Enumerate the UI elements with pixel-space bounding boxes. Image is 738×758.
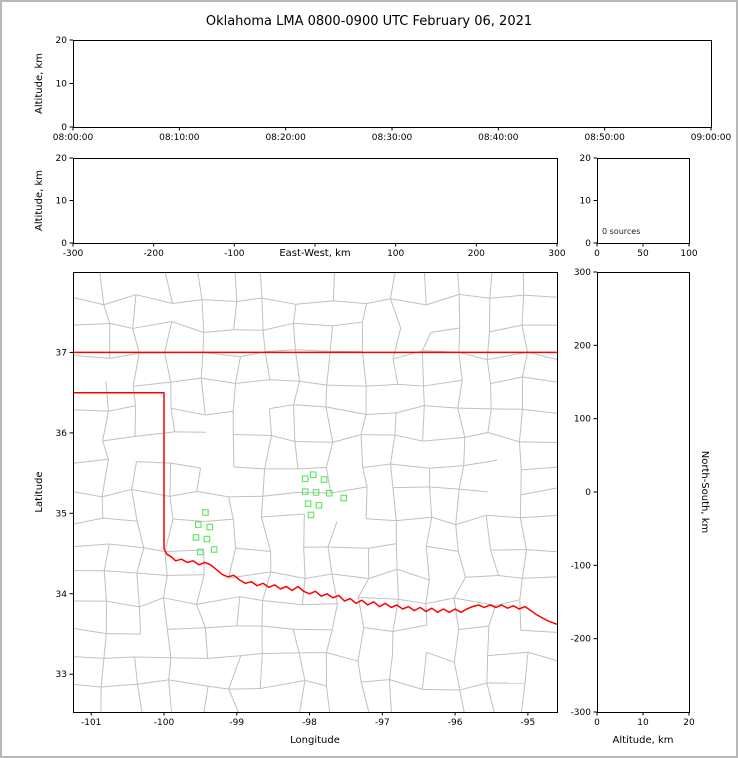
- x-tick-label: -95: [521, 718, 536, 728]
- x-tick-label: 08:10:00: [159, 133, 200, 143]
- lma-station-marker: [325, 489, 333, 497]
- y-tick-label: 100: [574, 415, 591, 425]
- x-axis-ticks: 0 10 20: [594, 712, 695, 728]
- x-tick-label: -97: [375, 718, 390, 728]
- y-axis-label: Altitude, km: [34, 53, 45, 114]
- y-axis-ticks: -300 -200 -100 0 100 200 300: [571, 268, 597, 718]
- y-tick-label: 20: [56, 154, 68, 164]
- y-tick-label: -200: [571, 635, 592, 645]
- y-tick-label: -100: [571, 561, 592, 571]
- y-tick-label: 34: [56, 590, 68, 600]
- y-axis-ticks: 0 10 20: [56, 36, 73, 133]
- y-tick-label: 10: [56, 80, 68, 90]
- x-tick-label: 08:50:00: [584, 133, 625, 143]
- y-tick-label: -300: [571, 708, 592, 718]
- y-tick-label: 35: [56, 509, 67, 519]
- x-tick-label: 100: [680, 249, 697, 259]
- lma-station-marker: [309, 471, 317, 479]
- y-axis-ticks: 0 10 20: [580, 154, 597, 249]
- lma-station-marker: [301, 475, 309, 483]
- y-tick-label: 0: [61, 123, 67, 133]
- y-tick-label: 36: [56, 429, 68, 439]
- x-tick-label: -98: [302, 718, 317, 728]
- lma-station-marker: [315, 501, 323, 509]
- lma-station-marker: [340, 494, 348, 502]
- x-tick-label: 08:20:00: [265, 133, 306, 143]
- sources-count-annotation: 0 sources: [602, 227, 640, 236]
- chart-title: Oklahoma LMA 0800-0900 UTC February 06, …: [205, 14, 533, 29]
- x-tick-label: -300: [63, 249, 84, 259]
- lma-station-marker: [301, 488, 309, 495]
- x-tick-label: -96: [448, 718, 463, 728]
- y-axis-ticks: 33 34 35 36 37: [56, 348, 73, 680]
- axes-frame: [73, 272, 558, 713]
- x-tick-label: 20: [683, 718, 695, 728]
- panel-plan_view: -101 -100 -99 -98 -97 -96 -95 33 34 35 36 37 Longitu…: [34, 272, 558, 746]
- axes-frame: [597, 272, 690, 713]
- x-tick-label: 09:00:00: [691, 133, 732, 143]
- panel-ew_height: -300 -200 -100 100 200 300 0 10 20 East-West, km A…: [34, 154, 566, 259]
- y-tick-label: 200: [574, 341, 591, 351]
- x-axis-label: Longitude: [290, 735, 340, 746]
- x-tick-label: 300: [548, 249, 565, 259]
- x-axis-label: Altitude, km: [613, 735, 674, 746]
- x-tick-label: 08:00:00: [53, 133, 94, 143]
- x-tick-label: 10: [637, 718, 649, 728]
- y-tick-label: 20: [580, 154, 592, 164]
- x-axis-ticks: 08:00:00 08:10:00 08:20:00 08:30:00 08:40:00…: [53, 127, 732, 143]
- x-tick-label: 0: [594, 249, 600, 259]
- axes-frame: [73, 40, 712, 128]
- lma-station-marker: [202, 509, 209, 516]
- x-tick-label: -100: [224, 249, 245, 259]
- x-tick-label: -200: [143, 249, 164, 259]
- y-tick-label: 0: [585, 488, 591, 498]
- x-tick-label: 0: [594, 718, 600, 728]
- lma-station-marker: [197, 548, 204, 556]
- x-tick-label: 08:30:00: [372, 133, 413, 143]
- panel-time_height: 08:00:00 08:10:00 08:20:00 08:30:00 08:40:00…: [34, 36, 731, 143]
- lma-station-marker: [312, 489, 320, 496]
- y-axis-label: Latitude: [34, 471, 45, 512]
- panel-ns_height: 0 10 20 -300 -200 -100 0 100 200 300 Altitude, km N…: [571, 268, 710, 746]
- x-axis-label: East-West, km: [279, 248, 350, 259]
- lma-station-marker: [194, 521, 202, 528]
- lma-station-marker: [307, 511, 315, 519]
- y-tick-label: 33: [56, 670, 67, 680]
- x-axis-ticks: -300 -200 -100 100 200 300: [63, 243, 566, 259]
- lma-station-marker: [192, 534, 200, 541]
- y-axis-ticks: 0 10 20: [56, 154, 73, 249]
- x-tick-label: 100: [387, 249, 404, 259]
- y-tick-label: 10: [580, 197, 592, 207]
- y-axis-label: Altitude, km: [34, 170, 45, 231]
- y-tick-label: 20: [56, 36, 68, 46]
- lma-station-marker: [203, 535, 211, 543]
- y-axis-label-right: North-South, km: [699, 451, 710, 534]
- panel-alt_histogram: 0 sources 0 50 100 0 10 20: [580, 154, 698, 259]
- x-tick-label: 08:40:00: [478, 133, 519, 143]
- y-tick-label: 10: [56, 197, 68, 207]
- y-tick-label: 300: [574, 268, 591, 278]
- lma-station-marker: [304, 500, 312, 507]
- x-tick-label: 50: [637, 249, 649, 259]
- lma-station-marker: [320, 476, 328, 483]
- x-tick-label: -101: [81, 718, 101, 728]
- x-tick-label: -99: [229, 718, 244, 728]
- x-axis-ticks: -101 -100 -99 -98 -97 -96 -95: [81, 712, 535, 728]
- x-tick-label: -100: [154, 718, 175, 728]
- y-tick-label: 0: [585, 239, 591, 249]
- y-tick-label: 37: [56, 348, 67, 358]
- axes-frame: [73, 158, 558, 244]
- lma-stations: [192, 471, 348, 556]
- map-content: [73, 272, 557, 712]
- x-axis-ticks: 0 50 100: [594, 243, 698, 259]
- county-boundaries: [73, 272, 557, 712]
- x-tick-label: 200: [468, 249, 485, 259]
- lma-station-marker: [206, 523, 214, 531]
- y-tick-label: 0: [61, 239, 67, 249]
- lma-station-marker: [210, 546, 218, 553]
- oklahoma-state-border: [73, 391, 557, 626]
